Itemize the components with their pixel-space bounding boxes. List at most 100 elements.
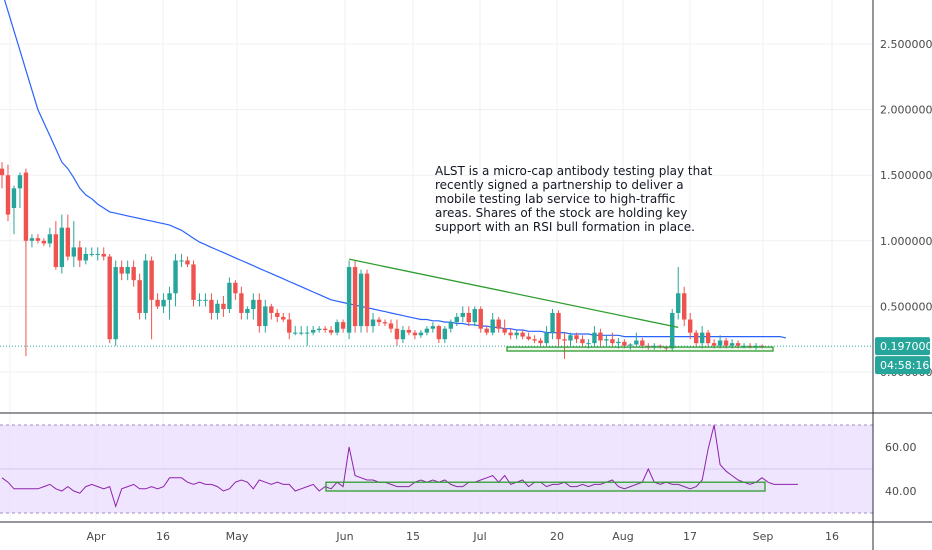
candle-body [119, 267, 124, 274]
candle-body [281, 316, 286, 320]
time-axis-tick: May [226, 530, 249, 543]
candle-body [328, 330, 334, 333]
candle-body [245, 309, 250, 313]
time-axis-tick: Apr [86, 530, 106, 543]
candle-body [676, 293, 681, 313]
candle-body [478, 309, 483, 329]
candle-body [496, 319, 501, 329]
candle-body [358, 273, 364, 327]
candle-body [125, 267, 130, 274]
candle-body [430, 326, 436, 329]
grid [0, 0, 873, 520]
candle-body [23, 172, 29, 241]
time-axis-tick: Jun [335, 530, 353, 543]
candle-body [556, 312, 561, 340]
candle-body [352, 267, 358, 327]
candle-body [400, 330, 406, 340]
candle-body [448, 322, 454, 329]
candle-body [107, 256, 112, 340]
candle-body [622, 341, 627, 346]
candle-body [508, 332, 513, 336]
time-axis-tick: 15 [406, 530, 420, 543]
candle-body [670, 312, 675, 349]
candle-body [275, 312, 280, 317]
candle-body [550, 312, 555, 333]
candle-body [35, 238, 41, 241]
candle-body [412, 332, 418, 336]
candle-body [269, 306, 274, 313]
candle-body [604, 339, 609, 341]
candle-body [616, 341, 621, 344]
candle-body [340, 322, 346, 329]
candle-body [167, 293, 172, 300]
candle-body [693, 332, 699, 344]
candle-body [233, 282, 238, 294]
time-axis-tick: 16 [156, 530, 170, 543]
annotation-line: recently signed a partnership to deliver… [435, 178, 684, 192]
candle-body [287, 319, 292, 333]
candle-body [310, 330, 316, 333]
candle-body [436, 326, 442, 340]
candle-body [304, 332, 310, 334]
candle-body [388, 323, 394, 329]
candle-body [89, 253, 94, 255]
candle-body [71, 247, 77, 257]
last-price-label: 0.197000 [880, 340, 932, 353]
candle-body [322, 328, 328, 331]
time-axis-tick: Aug [612, 530, 633, 543]
candle-body [101, 253, 106, 257]
candle-body [197, 299, 202, 301]
time-axis-tick: Sep [753, 530, 774, 543]
candle-body [664, 347, 669, 349]
price-axis-tick: 0.500000 [880, 300, 932, 313]
candle-body [299, 332, 304, 334]
candle-body [544, 332, 549, 344]
candle-body [394, 328, 400, 340]
candle-body [95, 253, 100, 255]
time-axis-tick: 20 [550, 530, 564, 543]
candle-body [227, 282, 232, 310]
rsi-support-zone [325, 481, 766, 492]
annotation-line: mobile testing lab service to high-traff… [435, 192, 675, 206]
candle-body [215, 303, 220, 313]
candle-body [0, 168, 5, 176]
price-axis-tick: 2.000000 [880, 104, 932, 117]
candle-body [83, 253, 88, 261]
candle-body [687, 319, 693, 333]
candle-body [11, 188, 17, 208]
annotation-line: support with an RSI bull formation in pl… [435, 220, 695, 234]
annotation-line: ALST is a micro-cap antibody testing pla… [435, 164, 713, 178]
candle-body [17, 175, 23, 189]
candle-body [47, 234, 53, 244]
candle-body [699, 332, 705, 344]
candle-body [532, 339, 537, 341]
candle-body [598, 332, 603, 341]
candle-body [562, 339, 567, 341]
candle-body [185, 260, 190, 265]
candle-body [263, 306, 268, 327]
candle-body [346, 267, 352, 333]
candle-body [705, 332, 711, 344]
candle-body [538, 340, 543, 344]
candle-body [316, 328, 322, 331]
resistance-trendline [348, 258, 679, 329]
candle-body [634, 340, 639, 345]
candle-body [472, 309, 477, 323]
candles [0, 162, 765, 359]
candle-body [334, 322, 340, 333]
candle-body [370, 319, 376, 327]
candle-body [59, 227, 65, 268]
candle-body [29, 238, 35, 241]
candle-body [293, 332, 298, 334]
candle-body [711, 343, 717, 346]
candle-body [717, 340, 723, 346]
candle-body [131, 267, 136, 281]
last-price-badge [875, 337, 930, 356]
candle-body [53, 234, 59, 268]
candle-body [406, 330, 412, 333]
candle-body [5, 175, 11, 215]
candle-body [143, 260, 148, 313]
candle-body [628, 344, 633, 346]
candle-body [179, 260, 184, 262]
